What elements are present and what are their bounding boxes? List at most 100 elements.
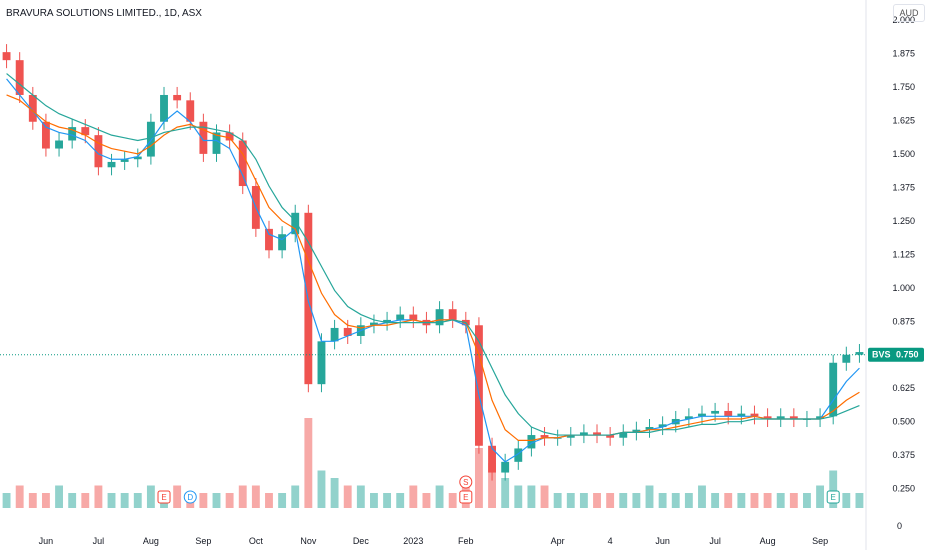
volume-bar	[251, 485, 260, 508]
y-tick-label: 1.125	[892, 249, 915, 259]
x-tick-label: Jul	[709, 536, 721, 546]
volume-bar	[606, 493, 615, 508]
volume-bar	[173, 485, 182, 508]
y-tick-label: 0.875	[892, 316, 915, 326]
volume-bar	[15, 485, 24, 508]
event-marker-label: D	[187, 493, 193, 502]
candle-body	[750, 413, 759, 417]
chart-title: BRAVURA SOLUTIONS LIMITED., 1D, ASX	[6, 8, 202, 19]
volume-bar	[383, 493, 392, 508]
y-tick-label: 0.625	[892, 383, 915, 393]
volume-bar	[540, 485, 549, 508]
event-marker-icon	[459, 490, 473, 504]
candle-body	[94, 135, 103, 168]
candle-body	[186, 100, 195, 122]
event-marker-icon	[157, 490, 171, 504]
volume-bar	[304, 418, 313, 508]
y-tick-label: 1.625	[892, 115, 915, 125]
volume-bar	[2, 493, 11, 508]
y-tick-label: 0.500	[892, 417, 915, 427]
price-badge	[868, 347, 924, 362]
candle-body	[658, 424, 667, 428]
candle-body	[737, 413, 746, 417]
y-tick-label: 1.375	[892, 182, 915, 192]
event-marker-icon	[183, 490, 197, 504]
candle-body	[330, 327, 339, 342]
candle-body	[632, 429, 641, 433]
event-marker-icon	[459, 475, 473, 489]
volume-bar	[750, 493, 759, 508]
volume-bar	[724, 493, 733, 508]
currency-button[interactable]: AUD	[893, 4, 925, 22]
volume-bar	[566, 493, 575, 508]
volume-bar	[238, 485, 247, 508]
candle-body	[370, 322, 378, 326]
volume-bar	[199, 493, 208, 508]
candle-body	[146, 121, 155, 157]
candle-body	[317, 341, 326, 385]
candle-body	[133, 156, 142, 160]
volume-bar	[816, 485, 825, 508]
volume-bar	[842, 493, 851, 508]
volume-bar	[474, 448, 483, 508]
event-marker-icon	[826, 490, 840, 504]
volume-bar	[711, 493, 720, 508]
volume-bar	[81, 493, 90, 508]
x-tick-label: Nov	[300, 536, 317, 546]
volume-bar	[422, 493, 431, 508]
volume-bar	[435, 485, 444, 508]
candle-body	[501, 461, 510, 473]
candle-body	[55, 140, 63, 149]
volume-axis-label: 0	[897, 521, 902, 531]
x-tick-label: Jun	[39, 536, 54, 546]
candle-body	[120, 159, 129, 162]
candle-body	[107, 161, 116, 168]
ma-fast-line	[6, 78, 860, 463]
y-tick-label: 2.000	[892, 15, 915, 25]
volume-bar	[737, 493, 746, 508]
x-tick-label: 4	[608, 536, 613, 546]
event-marker-label: S	[463, 478, 468, 487]
x-tick-label: Jun	[655, 536, 670, 546]
y-tick-label: 1.250	[892, 216, 915, 226]
volume-bar	[317, 470, 326, 508]
volume-bar	[356, 485, 365, 508]
volume-bar	[291, 485, 300, 508]
x-tick-label: Jul	[93, 536, 105, 546]
y-tick-label: 1.875	[892, 48, 915, 58]
candle-body	[238, 140, 247, 187]
candle-body	[711, 410, 720, 414]
event-marker-label: E	[831, 493, 836, 502]
candle-body	[383, 319, 392, 323]
volume-bar	[645, 485, 654, 508]
candle-body	[160, 94, 168, 122]
candle-body	[448, 309, 457, 320]
candle-body	[619, 432, 628, 438]
x-tick-label: Aug	[143, 536, 159, 546]
candle-body	[225, 132, 234, 141]
price-badge-value: 0.750	[896, 350, 919, 360]
candle-body	[763, 416, 772, 419]
volume-bar	[41, 493, 50, 508]
volume-bar	[514, 485, 523, 508]
candle-body	[343, 327, 352, 336]
candle-body	[2, 52, 11, 61]
candle-body	[199, 121, 208, 154]
candle-body	[396, 314, 405, 320]
volume-bar	[593, 493, 601, 508]
volume-bar	[225, 493, 234, 508]
candle-body	[842, 354, 851, 363]
volume-bar	[855, 493, 864, 508]
volume-bar	[133, 493, 142, 508]
candle-body	[829, 362, 838, 417]
x-tick-label: Feb	[458, 536, 474, 546]
volume-bar	[671, 493, 680, 508]
candle-body	[488, 445, 496, 473]
candle-body	[789, 416, 798, 419]
candle-body	[409, 314, 418, 320]
candle-body	[81, 127, 90, 136]
candle-body	[724, 410, 733, 417]
volume-bar	[343, 485, 352, 508]
candle-body	[68, 127, 77, 141]
volume-bar	[684, 493, 693, 508]
